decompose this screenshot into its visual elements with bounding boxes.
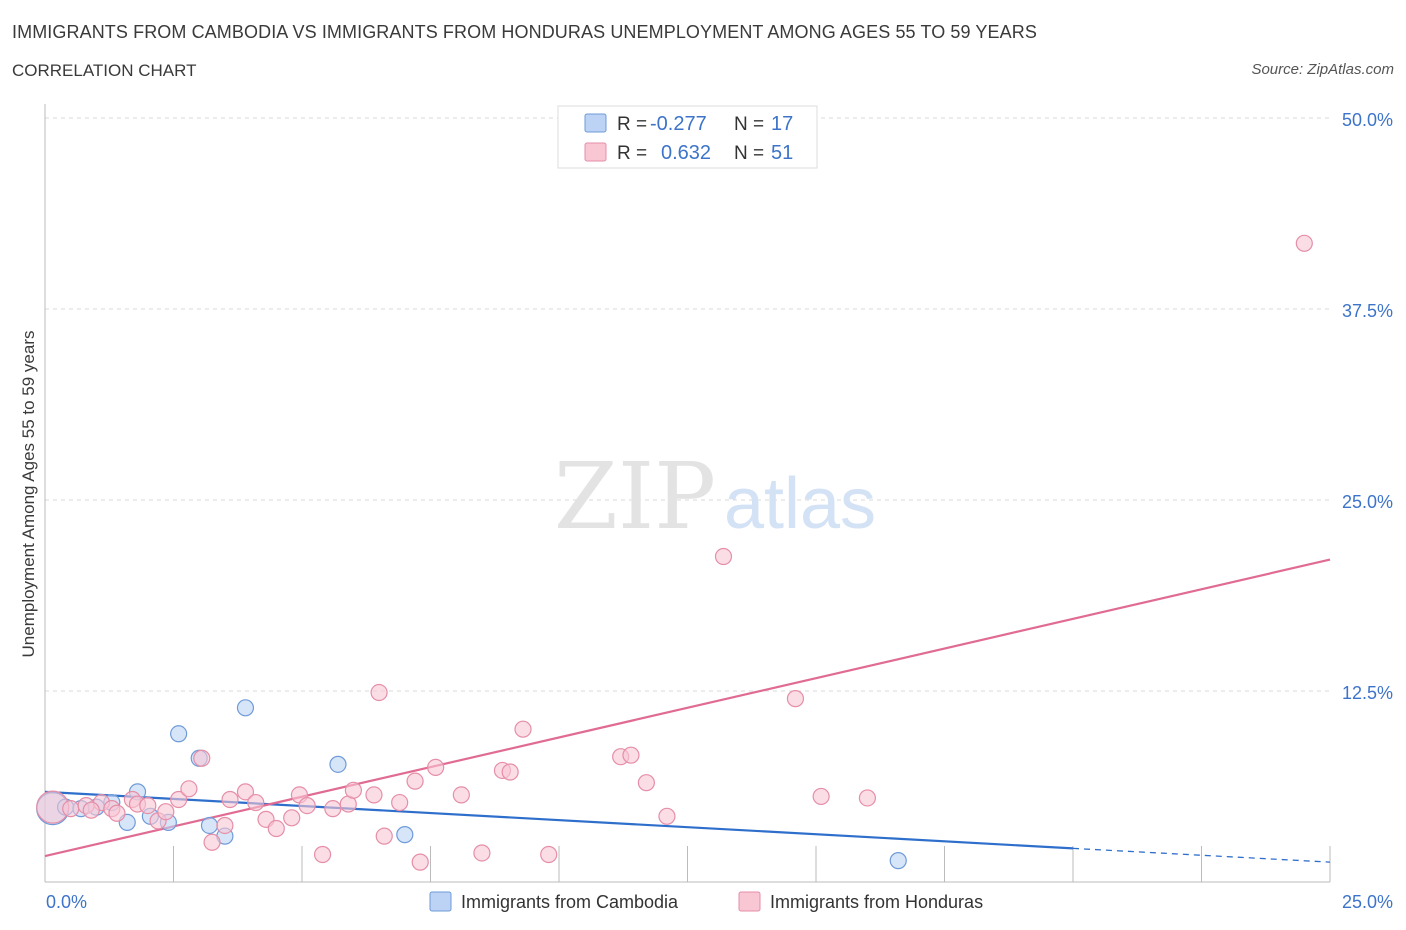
honduras-point-5 [108, 804, 126, 822]
cambodia-point-14 [329, 755, 347, 773]
series-legend: Immigrants from Cambodia Immigrants from… [429, 891, 983, 912]
honduras-point-15 [216, 816, 234, 835]
legend-swatch-cambodia [429, 891, 452, 912]
x-tick-labels: 0.0% 25.0% [46, 892, 1393, 912]
axes [44, 104, 1331, 883]
cambodia-point-9 [170, 725, 188, 743]
honduras-point-25 [324, 800, 342, 818]
watermark-atlas: atlas [724, 464, 876, 544]
honduras-point-43 [637, 774, 655, 792]
honduras-point-50 [82, 801, 100, 819]
honduras-point-46 [786, 690, 805, 708]
honduras-point-33 [411, 853, 429, 871]
honduras-point-24 [313, 845, 332, 864]
stats-n-label-cambodia: N = [734, 114, 769, 135]
honduras-point-32 [406, 772, 424, 790]
honduras-point-27 [344, 781, 362, 799]
honduras-point-38 [501, 763, 519, 781]
honduras-point-1 [62, 800, 80, 818]
y-tick-label-3: 50.0% [1342, 110, 1393, 130]
stats-n-value-cambodia: 17 [771, 113, 793, 135]
legend-label-cambodia: Immigrants from Cambodia [461, 892, 679, 912]
stats-r-label-honduras: R = [617, 143, 652, 164]
cambodia-point-13 [236, 699, 255, 717]
honduras-point-42 [622, 746, 640, 764]
honduras-point-18 [247, 793, 265, 812]
honduras-point-30 [375, 827, 393, 845]
honduras-point-36 [473, 844, 491, 862]
honduras-point-40 [540, 845, 558, 864]
honduras-point-34 [427, 758, 445, 777]
stats-legend: R = -0.277 N = 17 R = 0.632 N = 51 [557, 105, 818, 169]
honduras-point-20 [267, 819, 285, 838]
honduras-point-45 [714, 547, 733, 566]
y-tick-label-1: 25.0% [1342, 492, 1393, 512]
watermark: ZIP atlas [554, 443, 876, 550]
cambodia-point-11 [200, 816, 219, 835]
honduras-point-35 [452, 786, 470, 804]
legend-label-honduras: Immigrants from Honduras [770, 892, 983, 912]
honduras-point-8 [139, 796, 157, 815]
y-tick-label-0: 12.5% [1342, 683, 1393, 703]
y-axis-label: Unemployment Among Ages 55 to 59 years [19, 331, 38, 658]
stats-r-label-cambodia: R = [617, 114, 652, 135]
honduras-point-11 [170, 790, 188, 809]
honduras-point-49 [1295, 234, 1313, 252]
chart-subtitle: CORRELATION CHART [12, 61, 197, 80]
honduras-point-12 [180, 780, 198, 798]
stats-n-label-honduras: N = [734, 143, 769, 164]
source-label: Source: ZipAtlas.com [1251, 61, 1394, 78]
x-tick-label-0: 0.0% [46, 892, 87, 912]
cambodia-point-15 [396, 826, 414, 844]
honduras-point-23 [298, 796, 316, 815]
honduras-point-29 [370, 683, 388, 702]
honduras-point-16 [221, 790, 239, 809]
honduras-point-47 [812, 787, 830, 806]
honduras-point-17 [236, 783, 255, 801]
y-tick-label-2: 37.5% [1342, 301, 1393, 321]
stats-n-value-honduras: 51 [771, 142, 793, 164]
honduras-point-48 [858, 789, 877, 807]
honduras-point-13 [193, 749, 211, 767]
honduras-point-21 [283, 809, 301, 827]
cambodia-trend-extension [1072, 847, 1331, 863]
honduras-point-31 [391, 793, 409, 812]
honduras-point-14 [203, 833, 221, 851]
x-tick-label-1: 25.0% [1342, 892, 1393, 912]
y-tick-labels: 12.5% 25.0% 37.5% 50.0% [1342, 110, 1393, 703]
honduras-point-39 [514, 720, 532, 738]
cambodia-trend-line [44, 790, 1074, 850]
stats-r-value-honduras: 0.632 [661, 142, 711, 164]
legend-swatch-honduras [738, 891, 761, 912]
honduras-point-44 [658, 807, 676, 825]
honduras-points [36, 234, 1313, 871]
cambodia-points [36, 699, 907, 870]
stats-r-value-cambodia: -0.277 [650, 113, 707, 135]
watermark-zip: ZIP [554, 443, 716, 550]
cambodia-point-16 [889, 852, 907, 870]
stats-legend-swatch-honduras [584, 142, 607, 162]
honduras-point-10 [157, 803, 175, 821]
stats-legend-swatch-cambodia [584, 113, 607, 133]
chart-title: IMMIGRANTS FROM CAMBODIA VS IMMIGRANTS F… [12, 22, 1037, 42]
honduras-point-28 [365, 786, 383, 804]
